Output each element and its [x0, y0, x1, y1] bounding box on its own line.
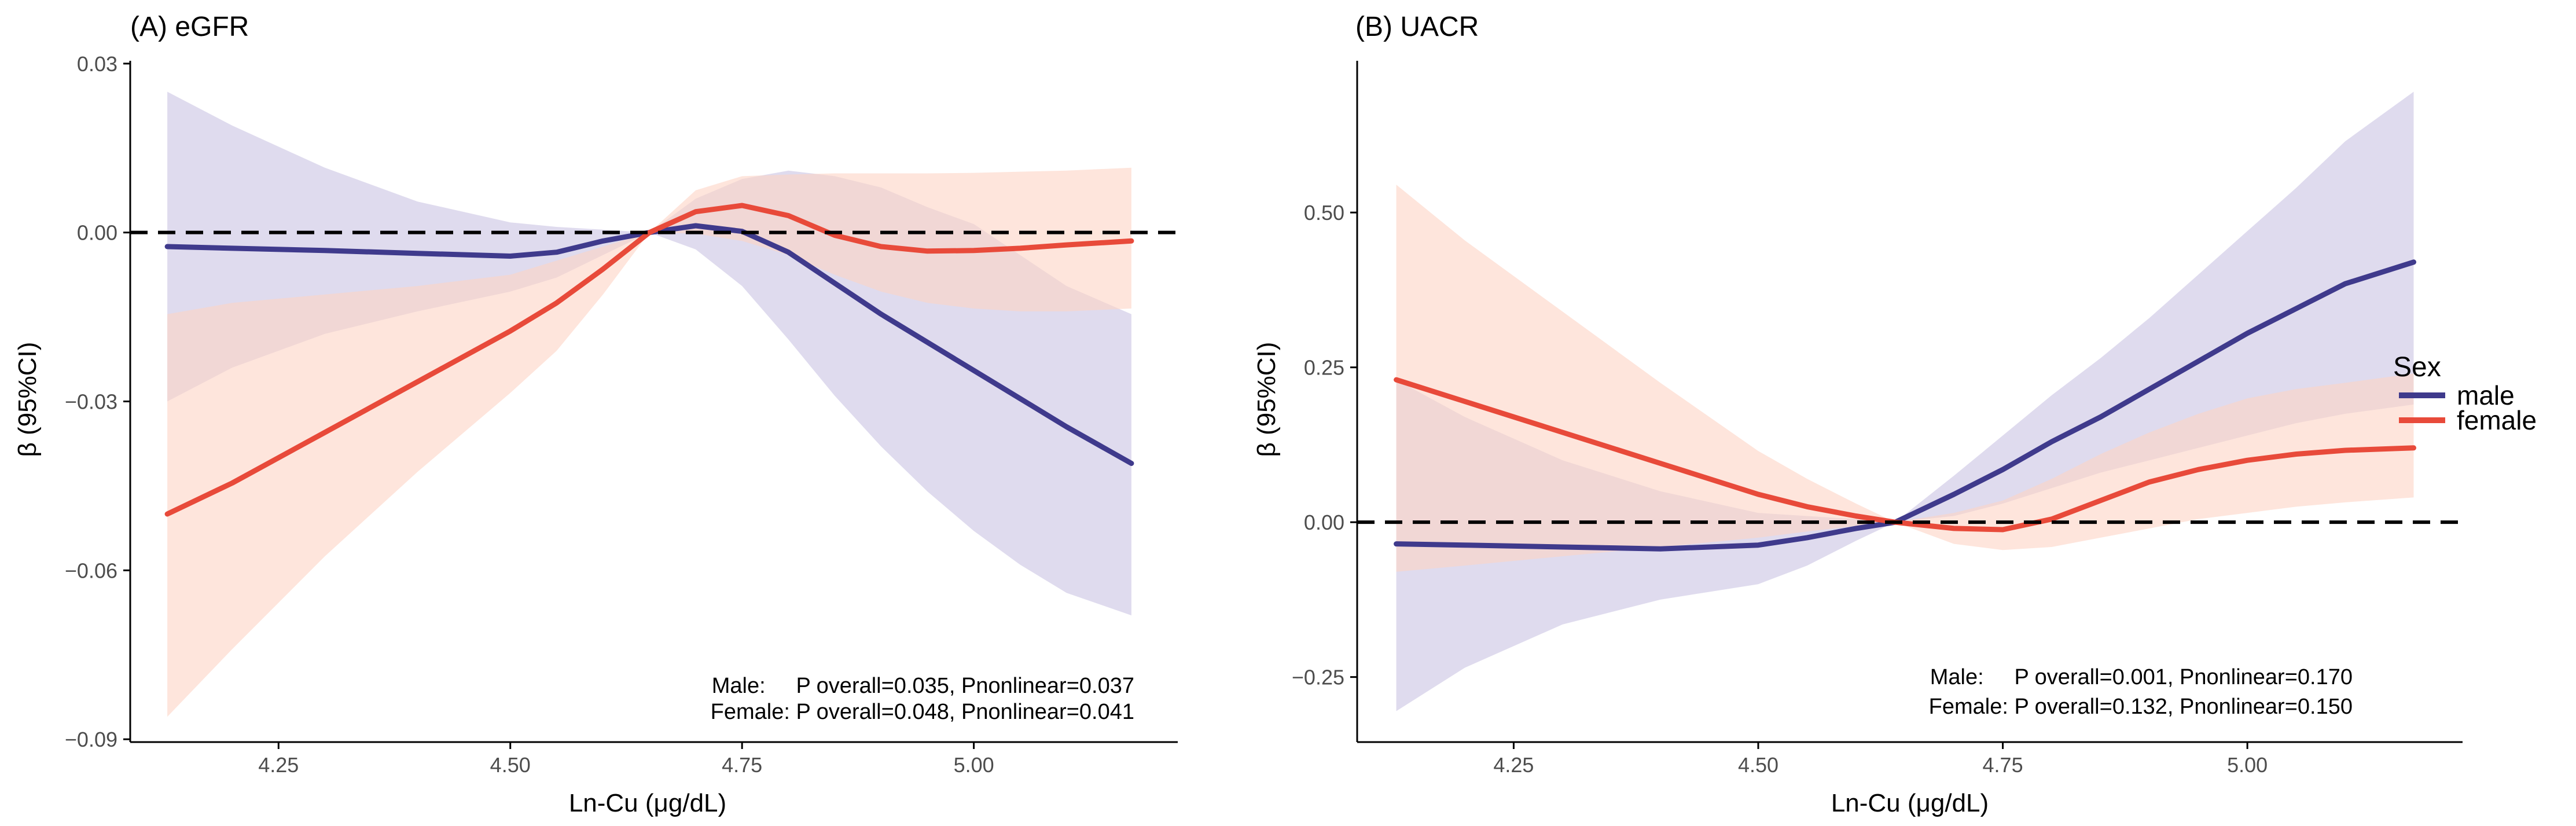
panel-title: (A) eGFR	[130, 12, 249, 42]
series-line-male	[164, 223, 1134, 466]
y-axis-label: β (95%CI)	[1252, 342, 1281, 457]
ci-band-female	[167, 167, 1131, 717]
y-tick-label: 0.00	[77, 221, 117, 245]
x-tick-label: 4.50	[1738, 753, 1778, 777]
legend-title: Sex	[2393, 352, 2441, 383]
legend-label-female: female	[2457, 405, 2537, 435]
p-value-annotation: Male: P overall=0.035, Pnonlinear=0.037	[712, 674, 1134, 698]
panel-uacr: (B) UACR β (95%CI) Ln-Cu (μg/dL) −0.25 0.…	[1252, 12, 2463, 817]
x-axis-label: Ln-Cu (μg/dL)	[569, 789, 726, 817]
series-line-female	[1394, 377, 2416, 533]
y-tick-label: −0.06	[65, 559, 117, 582]
x-tick-label: 5.00	[2227, 753, 2268, 777]
legend-label-male: male	[2457, 380, 2515, 410]
series-line-male	[1394, 259, 2416, 552]
x-tick-label: 4.75	[1983, 753, 2023, 777]
y-tick-label: 0.25	[1304, 356, 1344, 380]
y-axis-label: β (95%CI)	[13, 342, 42, 457]
ci-band-female	[1396, 185, 2414, 572]
ci-band-male	[1396, 91, 2414, 711]
y-tick-label: 0.00	[1304, 511, 1344, 534]
series-line-female	[164, 203, 1134, 517]
y-tick-label: 0.50	[1304, 201, 1344, 225]
y-tick-label: −0.03	[65, 390, 117, 414]
panel-egfr: (A) eGFR β (95%CI) Ln-Cu (μg/dL) −0.09 −0…	[13, 12, 1178, 817]
p-value-annotation: Male: P overall=0.001, Pnonlinear=0.170	[1930, 665, 2353, 689]
legend: Sex male female	[2393, 352, 2537, 435]
x-axis-label: Ln-Cu (μg/dL)	[1831, 789, 1989, 817]
y-tick-label: 0.03	[77, 52, 117, 76]
x-tick-label: 4.25	[1493, 753, 1534, 777]
p-value-annotation: Female: P overall=0.132, Pnonlinear=0.15…	[1929, 695, 2353, 719]
x-tick-label: 5.00	[954, 753, 994, 777]
x-tick-label: 4.75	[722, 753, 762, 777]
p-value-annotation: Female: P overall=0.048, Pnonlinear=0.04…	[711, 700, 1134, 724]
x-tick-label: 4.50	[490, 753, 531, 777]
panel-title: (B) UACR	[1355, 12, 1479, 42]
y-tick-label: −0.25	[1292, 666, 1344, 689]
y-tick-label: −0.09	[65, 728, 117, 751]
x-tick-label: 4.25	[258, 753, 299, 777]
